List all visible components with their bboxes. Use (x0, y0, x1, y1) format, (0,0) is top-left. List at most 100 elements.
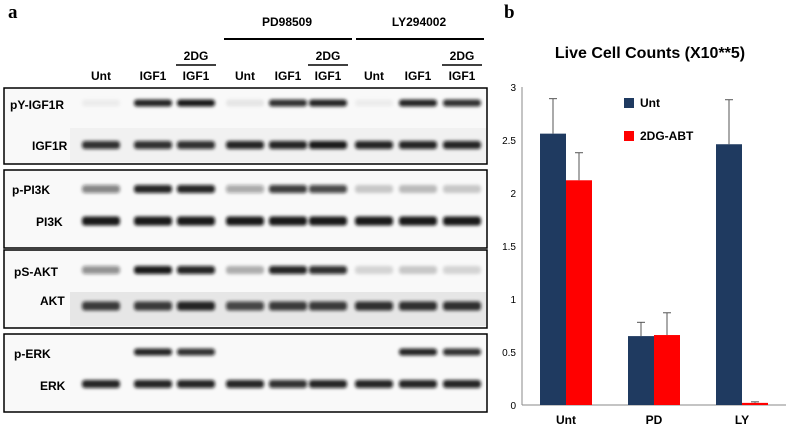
y-tick-label: 0 (510, 401, 516, 412)
blot-band (443, 348, 481, 356)
blot-box-pi3k (3, 169, 488, 249)
blot-band (443, 185, 481, 193)
blot-band (134, 185, 172, 193)
group-label-pd98509: PD98509 (262, 15, 312, 29)
blot-band (309, 185, 347, 193)
row-label-erk: ERK (40, 379, 66, 393)
blot-box-erk (3, 333, 488, 413)
blot-band (355, 141, 393, 149)
legend-swatch (624, 98, 634, 108)
bar-chart: 0 0.5 1 1.5 2 2.5 3 Unt PD LY Unt 2DG-ABT (502, 83, 786, 427)
legend-swatch (624, 131, 634, 141)
blot-band (226, 141, 264, 149)
blot-band (443, 99, 481, 107)
category-label: Unt (556, 413, 576, 427)
blot-band (226, 266, 264, 274)
blot-band (82, 266, 120, 274)
blot-band (355, 380, 393, 388)
blot-band (399, 266, 437, 274)
blot-band (226, 216, 264, 226)
lane-label-6: IGF1 (315, 69, 342, 83)
blot-band (355, 216, 393, 226)
bar-2dg-abt-unt (566, 180, 592, 405)
row-label-akt: AKT (40, 294, 65, 308)
blot-band (82, 301, 120, 311)
blot-band (177, 216, 215, 226)
blot-band (134, 301, 172, 311)
blot-band (177, 348, 215, 356)
y-tick-label: 2 (510, 189, 516, 200)
blot-band (399, 99, 437, 107)
panel-b-letter: b (504, 2, 515, 23)
blot-band (399, 141, 437, 149)
blot-band (226, 185, 264, 193)
bar-2dg-abt-pd (654, 335, 680, 405)
blot-band (269, 99, 307, 107)
row-label-pi3k: PI3K (36, 215, 63, 229)
blot-band (82, 99, 120, 107)
blot-band (399, 185, 437, 193)
blot-band (355, 266, 393, 274)
blot-band (309, 301, 347, 311)
blot-band (269, 266, 307, 274)
blot-band (355, 301, 393, 311)
lane-label-2: IGF1 (140, 69, 167, 83)
blot-band (177, 141, 215, 149)
blot-band (443, 141, 481, 149)
blot-band (443, 266, 481, 274)
blot-band (82, 380, 120, 388)
lane-label-5: IGF1 (275, 69, 302, 83)
lane-label-8: IGF1 (405, 69, 432, 83)
row-label-igf1r: IGF1R (32, 139, 68, 153)
legend: Unt 2DG-ABT (624, 96, 694, 143)
bar-2dg-abt-ly (742, 402, 768, 405)
blot-band (177, 301, 215, 311)
y-tick-label: 0.5 (502, 348, 516, 359)
lane-label-4: Unt (235, 69, 255, 83)
blot-band (443, 301, 481, 311)
blot-band (134, 348, 172, 356)
legend-label: 2DG-ABT (640, 129, 694, 143)
lane-label-3: IGF1 (183, 69, 210, 83)
blot-band (355, 99, 393, 107)
blot-band (134, 141, 172, 149)
blot-band (399, 216, 437, 226)
bars (540, 98, 768, 406)
y-tick-label: 2.5 (502, 136, 516, 147)
y-tick-label: 1 (510, 295, 516, 306)
category-label: LY (735, 413, 749, 427)
blot-band (226, 380, 264, 388)
blot-band (134, 266, 172, 274)
blot-band (134, 380, 172, 388)
row-label-ps-akt: pS-AKT (14, 265, 59, 279)
blot-band (226, 99, 264, 107)
row-label-py-igf1r: pY-IGF1R (10, 98, 64, 112)
blot-band (399, 380, 437, 388)
y-tick-label: 1.5 (502, 242, 516, 253)
y-tick-label: 3 (510, 83, 516, 94)
panel-a-letter: a (8, 2, 18, 23)
blot-band (82, 216, 120, 226)
blot-band (309, 141, 347, 149)
sub-label-2dg-1: 2DG (184, 49, 209, 63)
row-label-p-erk: p-ERK (14, 347, 51, 361)
legend-label: Unt (640, 96, 660, 110)
blot-band (269, 380, 307, 388)
bar-unt-unt (540, 133, 566, 405)
bar-unt-pd (628, 336, 654, 405)
blot-band (177, 185, 215, 193)
category-label: PD (646, 413, 663, 427)
y-tick-labels: 0 0.5 1 1.5 2 2.5 3 (502, 83, 516, 412)
blot-band (309, 266, 347, 274)
blot-band (309, 380, 347, 388)
blot-band (269, 141, 307, 149)
blot-band (134, 99, 172, 107)
lane-label-1: Unt (91, 69, 111, 83)
blot-band (226, 301, 264, 311)
blot-band (399, 301, 437, 311)
group-label-ly294002: LY294002 (392, 15, 447, 29)
blot-band (443, 216, 481, 226)
blot-band (82, 185, 120, 193)
blot-band (309, 216, 347, 226)
category-labels: Unt PD LY (556, 413, 749, 427)
